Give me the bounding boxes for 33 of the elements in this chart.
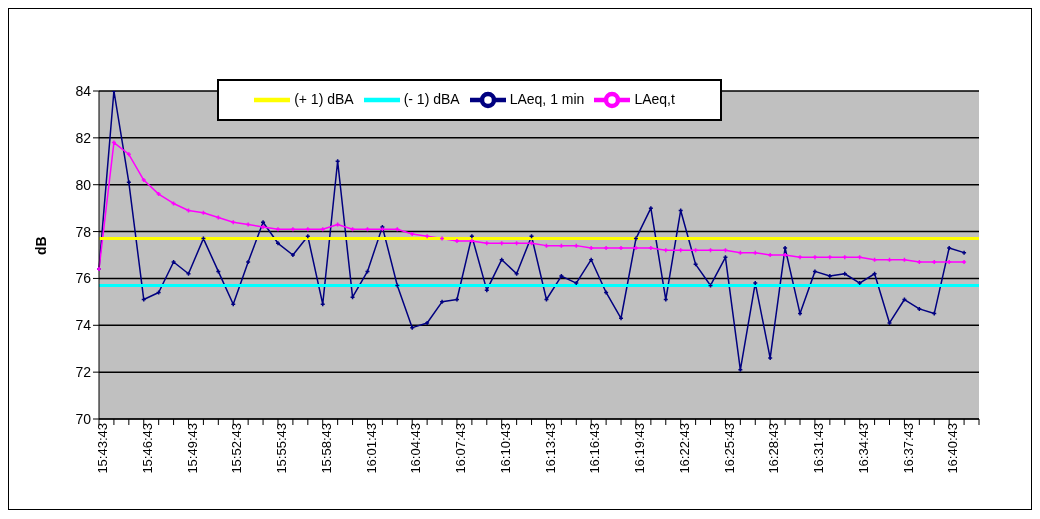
x-tick-label: 16:31:43 bbox=[811, 423, 827, 474]
y-tick-label: 78 bbox=[75, 223, 92, 240]
y-axis-title: dB bbox=[32, 236, 49, 255]
legend-label: (- 1) dBA bbox=[403, 91, 460, 108]
x-tick-label: 16:25:43 bbox=[721, 423, 737, 474]
legend-label: LAeq, 1 min bbox=[509, 91, 585, 108]
x-tick-label: 16:01:43 bbox=[363, 423, 379, 474]
x-tick-label: 15:43:43 bbox=[95, 423, 111, 474]
y-tick-label: 80 bbox=[75, 176, 92, 193]
x-tick-label: 15:49:43 bbox=[184, 423, 200, 474]
x-tick-label: 16:04:43 bbox=[408, 423, 424, 474]
x-tick-label: 15:58:43 bbox=[318, 423, 334, 474]
x-tick-label: 16:13:43 bbox=[542, 423, 558, 474]
y-tick-label: 74 bbox=[75, 317, 92, 334]
x-tick-label: 16:28:43 bbox=[766, 423, 782, 474]
x-tick-label: 16:16:43 bbox=[587, 423, 603, 474]
legend-label: LAeq,t bbox=[634, 91, 675, 108]
x-tick-label: 16:37:43 bbox=[900, 423, 916, 474]
x-tick-label: 16:22:43 bbox=[676, 423, 692, 474]
x-tick-label: 15:55:43 bbox=[274, 423, 290, 474]
y-tick-label: 84 bbox=[75, 82, 92, 99]
x-tick-label: 16:34:43 bbox=[855, 423, 871, 474]
x-tick-label: 16:10:43 bbox=[497, 423, 513, 474]
y-tick-label: 76 bbox=[75, 270, 92, 287]
y-tick-label: 72 bbox=[75, 364, 92, 381]
x-tick-label: 15:52:43 bbox=[229, 423, 245, 474]
x-tick-label: 15:46:43 bbox=[139, 423, 155, 474]
legend-label: (+ 1) dBA bbox=[294, 91, 354, 108]
x-tick-label: 16:19:43 bbox=[632, 423, 648, 474]
y-tick-label: 82 bbox=[75, 129, 92, 146]
y-tick-label: 70 bbox=[75, 410, 92, 427]
x-tick-label: 16:40:43 bbox=[945, 423, 961, 474]
x-tick-label: 16:07:43 bbox=[453, 423, 469, 474]
